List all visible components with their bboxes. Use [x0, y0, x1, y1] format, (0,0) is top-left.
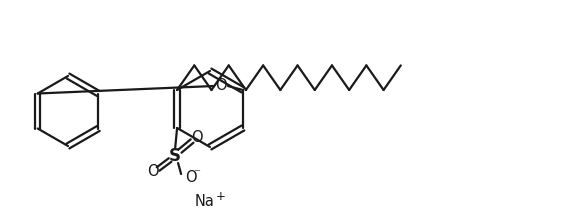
Text: O: O — [191, 131, 203, 145]
Text: ⁻: ⁻ — [193, 168, 200, 180]
Text: Na: Na — [195, 194, 215, 208]
Text: O: O — [185, 171, 197, 185]
Text: +: + — [216, 191, 226, 203]
Text: O: O — [215, 78, 227, 94]
Text: O: O — [147, 164, 159, 180]
Text: S: S — [169, 147, 181, 165]
